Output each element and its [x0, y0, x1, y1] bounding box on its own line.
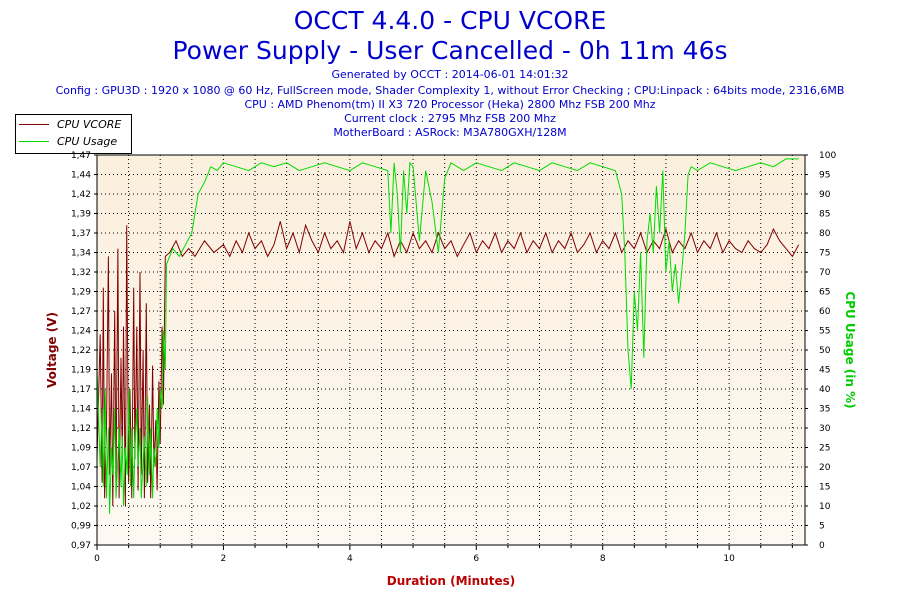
y2-tick-label: 0: [819, 541, 825, 551]
y-tick-label: 1,32: [71, 268, 91, 278]
series-line-usage: [96, 158, 799, 514]
legend-label-vcore: CPU VCORE: [57, 118, 122, 131]
y2-tick-label: 80: [819, 229, 831, 239]
y-tick-label: 1,34: [71, 249, 91, 259]
y2-tick-label: 35: [819, 405, 830, 415]
y2-tick-label: 40: [819, 385, 831, 395]
info-generated: Generated by OCCT : 2014-06-01 14:01:32: [331, 68, 569, 81]
y-tick-label: 1,37: [71, 229, 91, 239]
y-tick-label: 1,24: [71, 327, 91, 337]
series-line-vcore: [96, 221, 800, 507]
y2-tick-label: 65: [819, 288, 830, 298]
y2-tick-label: 55: [819, 327, 830, 337]
y2-tick-label: 50: [819, 346, 831, 356]
x-tick-label: 8: [600, 554, 606, 564]
y-tick-label: 0,97: [71, 541, 91, 551]
y2-tick-label: 30: [819, 424, 831, 434]
plot-frame: [96, 154, 806, 546]
y-tick-label: 1,14: [71, 405, 91, 415]
y2-tick-label: 10: [819, 502, 831, 512]
y2-tick-label: 25: [819, 444, 830, 454]
x-tick-label: 2: [221, 554, 227, 564]
legend-swatch-usage: [19, 141, 49, 142]
y-tick-label: 1,12: [71, 424, 91, 434]
y-axis-label: Voltage (V): [45, 312, 59, 388]
y2-tick-label: 70: [819, 268, 831, 278]
x-axis-label: Duration (Minutes): [387, 574, 515, 588]
y-tick-label: 1,02: [71, 502, 91, 512]
y-tick-label: 1,19: [71, 366, 91, 376]
y-tick-label: 1,09: [71, 444, 91, 454]
y2-tick-label: 15: [819, 483, 830, 493]
x-tick-label: 4: [347, 554, 353, 564]
y2-tick-label: 95: [819, 171, 830, 181]
x-tick-label: 0: [94, 554, 100, 564]
y2-tick-label: 45: [819, 366, 830, 376]
y-tick-label: 0,99: [71, 522, 91, 532]
y2-tick-label: 60: [819, 307, 831, 317]
y-tick-label: 1,29: [71, 288, 91, 298]
chart-title: OCCT 4.4.0 - CPU VCORE: [293, 6, 607, 35]
y-tick-label: 1,44: [71, 171, 91, 181]
y2-tick-label: 75: [819, 249, 830, 259]
legend-label-usage: CPU Usage: [57, 135, 118, 148]
info-motherboard: MotherBoard : ASRock: M3A780GXH/128M: [333, 126, 567, 139]
y2-tick-label: 100: [819, 151, 836, 161]
chart-subtitle: Power Supply - User Cancelled - 0h 11m 4…: [172, 36, 728, 65]
y-tick-label: 1,07: [71, 463, 91, 473]
info-cpu: CPU : AMD Phenom(tm) II X3 720 Processor…: [244, 98, 656, 111]
y2-tick-label: 85: [819, 210, 830, 220]
y-tick-label: 1,04: [71, 483, 91, 493]
y-tick-label: 1,17: [71, 385, 91, 395]
series-group: [96, 158, 800, 514]
y-tick-label: 1,22: [71, 346, 91, 356]
plot-border: [96, 154, 806, 546]
y2-tick-label: 20: [819, 463, 831, 473]
x-tick-label: 6: [473, 554, 479, 564]
plot-area: [97, 155, 805, 545]
axis-ticks: 0,97 00,99 51,02 101,04 151,07 201,09 251,12 30…: [71, 151, 836, 564]
y-tick-label: 1,27: [71, 307, 91, 317]
y-tick-label: 1,47: [71, 151, 91, 161]
x-tick-label: 10: [723, 554, 735, 564]
y2-axis-label: CPU Usage (in %): [843, 291, 857, 408]
info-config: Config : GPU3D : 1920 x 1080 @ 60 Hz, Fu…: [55, 84, 845, 97]
y-tick-label: 1,42: [71, 190, 91, 200]
legend: CPU VCORE CPU Usage: [15, 114, 132, 154]
y-tick-label: 1,39: [71, 210, 91, 220]
y2-tick-label: 90: [819, 190, 831, 200]
legend-swatch-vcore: [19, 124, 49, 125]
info-clock: Current clock : 2795 Mhz FSB 200 Mhz: [344, 112, 556, 125]
y2-tick-label: 5: [819, 522, 825, 532]
